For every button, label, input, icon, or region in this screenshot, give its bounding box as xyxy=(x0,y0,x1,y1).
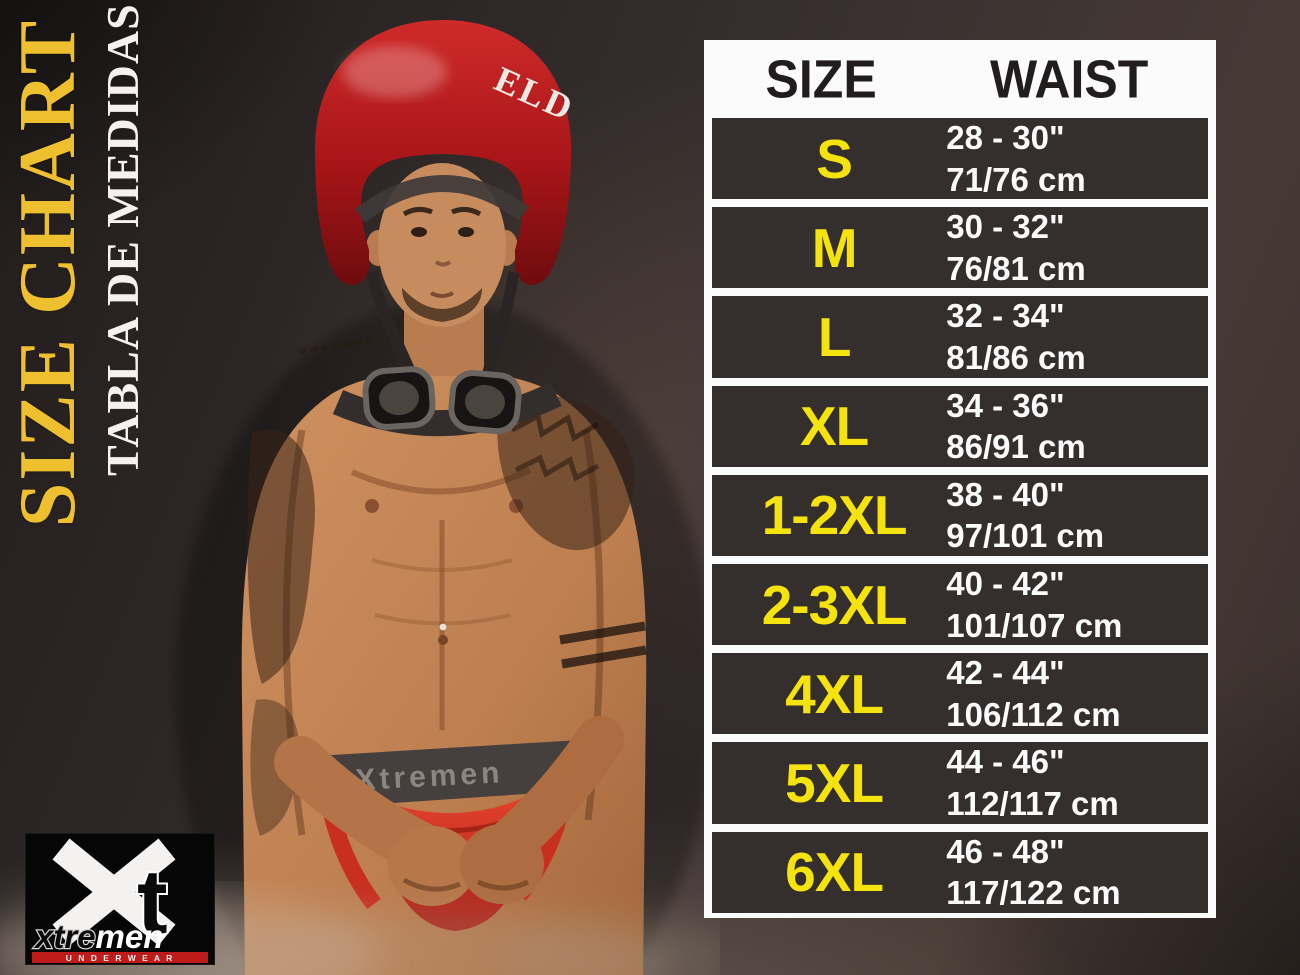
size-label: 4XL xyxy=(785,662,884,725)
page-title: SIZE CHART xyxy=(4,18,92,528)
table-header: SIZE WAIST xyxy=(712,48,1208,110)
waistband-text: Xtremen xyxy=(355,756,505,797)
waist-inches: 38 - 40" xyxy=(946,475,1065,513)
size-label: L xyxy=(817,305,852,368)
x-mark xyxy=(52,838,176,946)
waist-cm: 106/112 cm xyxy=(946,695,1121,733)
goggles xyxy=(332,366,562,437)
table-row: 6XL 46 - 48" 117/122 cm xyxy=(712,831,1208,913)
table-row: XL 34 - 36" 86/91 cm xyxy=(712,385,1208,467)
nipple-left xyxy=(365,499,379,513)
brand-name-outline: xtre xyxy=(33,918,96,955)
waist-cell: 32 - 34" 81/86 cm xyxy=(930,296,1208,377)
waist-cm: 71/76 cm xyxy=(946,160,1086,198)
waist-cm: 97/101 cm xyxy=(946,517,1105,555)
header-waist: WAIST xyxy=(989,48,1149,110)
underwear-tagline: U N D E R W E A R xyxy=(66,953,174,963)
size-table: SIZE WAIST S 28 - 30" 71/76 cm M 30 - 32… xyxy=(704,40,1216,918)
waist-cm: 76/81 cm xyxy=(946,249,1086,287)
waist-inches: 34 - 36" xyxy=(946,386,1065,424)
model-photo: ELD Xtremen xyxy=(0,20,720,975)
waist-cell: 44 - 46" 112/117 cm xyxy=(930,742,1208,823)
size-label: XL xyxy=(799,395,869,458)
table-row: S 28 - 30" 71/76 cm xyxy=(712,118,1208,200)
waist-inches: 32 - 34" xyxy=(946,297,1065,335)
table-row: 5XL 44 - 46" 112/117 cm xyxy=(712,742,1208,824)
size-label: M xyxy=(811,216,858,279)
waist-cell: 42 - 44" 106/112 cm xyxy=(930,653,1208,734)
waist-cm: 101/107 cm xyxy=(946,606,1123,644)
size-label: 5XL xyxy=(785,751,884,814)
hands xyxy=(274,716,624,906)
waist-inches: 28 - 30" xyxy=(946,119,1065,156)
waist-inches: 44 - 46" xyxy=(946,743,1065,781)
waist-inches: 40 - 42" xyxy=(946,564,1065,602)
size-label: 2-3XL xyxy=(761,573,908,636)
waist-cm: 112/117 cm xyxy=(946,784,1119,822)
table-rows: S 28 - 30" 71/76 cm M 30 - 32" 76/81 cm … xyxy=(712,118,1208,913)
waist-cm: 81/86 cm xyxy=(946,338,1086,376)
table-row: 4XL 42 - 44" 106/112 cm xyxy=(712,653,1208,735)
waist-inches: 30 - 32" xyxy=(946,208,1065,246)
header-size: SIZE xyxy=(765,48,877,110)
waist-cm: 117/122 cm xyxy=(946,874,1121,912)
waist-inches: 42 - 44" xyxy=(946,654,1065,692)
table-row: 2-3XL 40 - 42" 101/107 cm xyxy=(712,563,1208,646)
size-label: S xyxy=(816,127,853,190)
page-subtitle: TABLA DE MEDIDAS xyxy=(97,3,148,476)
face xyxy=(366,163,518,327)
brand-logo: t xtremen U N D E R W E A R xyxy=(25,833,215,965)
waist-inches: 46 - 48" xyxy=(946,832,1065,870)
waist-cell: 30 - 32" 76/81 cm xyxy=(930,207,1208,288)
waist-cm: 86/91 cm xyxy=(946,428,1086,466)
table-row: 1-2XL 38 - 40" 97/101 cm xyxy=(712,474,1208,556)
size-label: 6XL xyxy=(785,841,884,904)
table-row: M 30 - 32" 76/81 cm xyxy=(712,207,1208,289)
size-label: 1-2XL xyxy=(761,484,908,547)
waist-cell: 28 - 30" 71/76 cm xyxy=(930,118,1208,199)
t-mark: t xyxy=(137,851,168,953)
brand-name-solid: men xyxy=(96,918,164,955)
brand-name: xtremen xyxy=(33,918,163,955)
underwear-bar xyxy=(32,952,208,963)
navel xyxy=(438,635,448,645)
navel-piercing xyxy=(439,623,447,631)
waist-cell: 40 - 42" 101/107 cm xyxy=(930,564,1208,645)
table-row: L 32 - 34" 81/86 cm xyxy=(712,296,1208,378)
waist-cell: 34 - 36" 86/91 cm xyxy=(930,386,1208,467)
waist-cell: 38 - 40" 97/101 cm xyxy=(930,475,1208,556)
waist-cell: 46 - 48" 117/122 cm xyxy=(930,832,1208,913)
